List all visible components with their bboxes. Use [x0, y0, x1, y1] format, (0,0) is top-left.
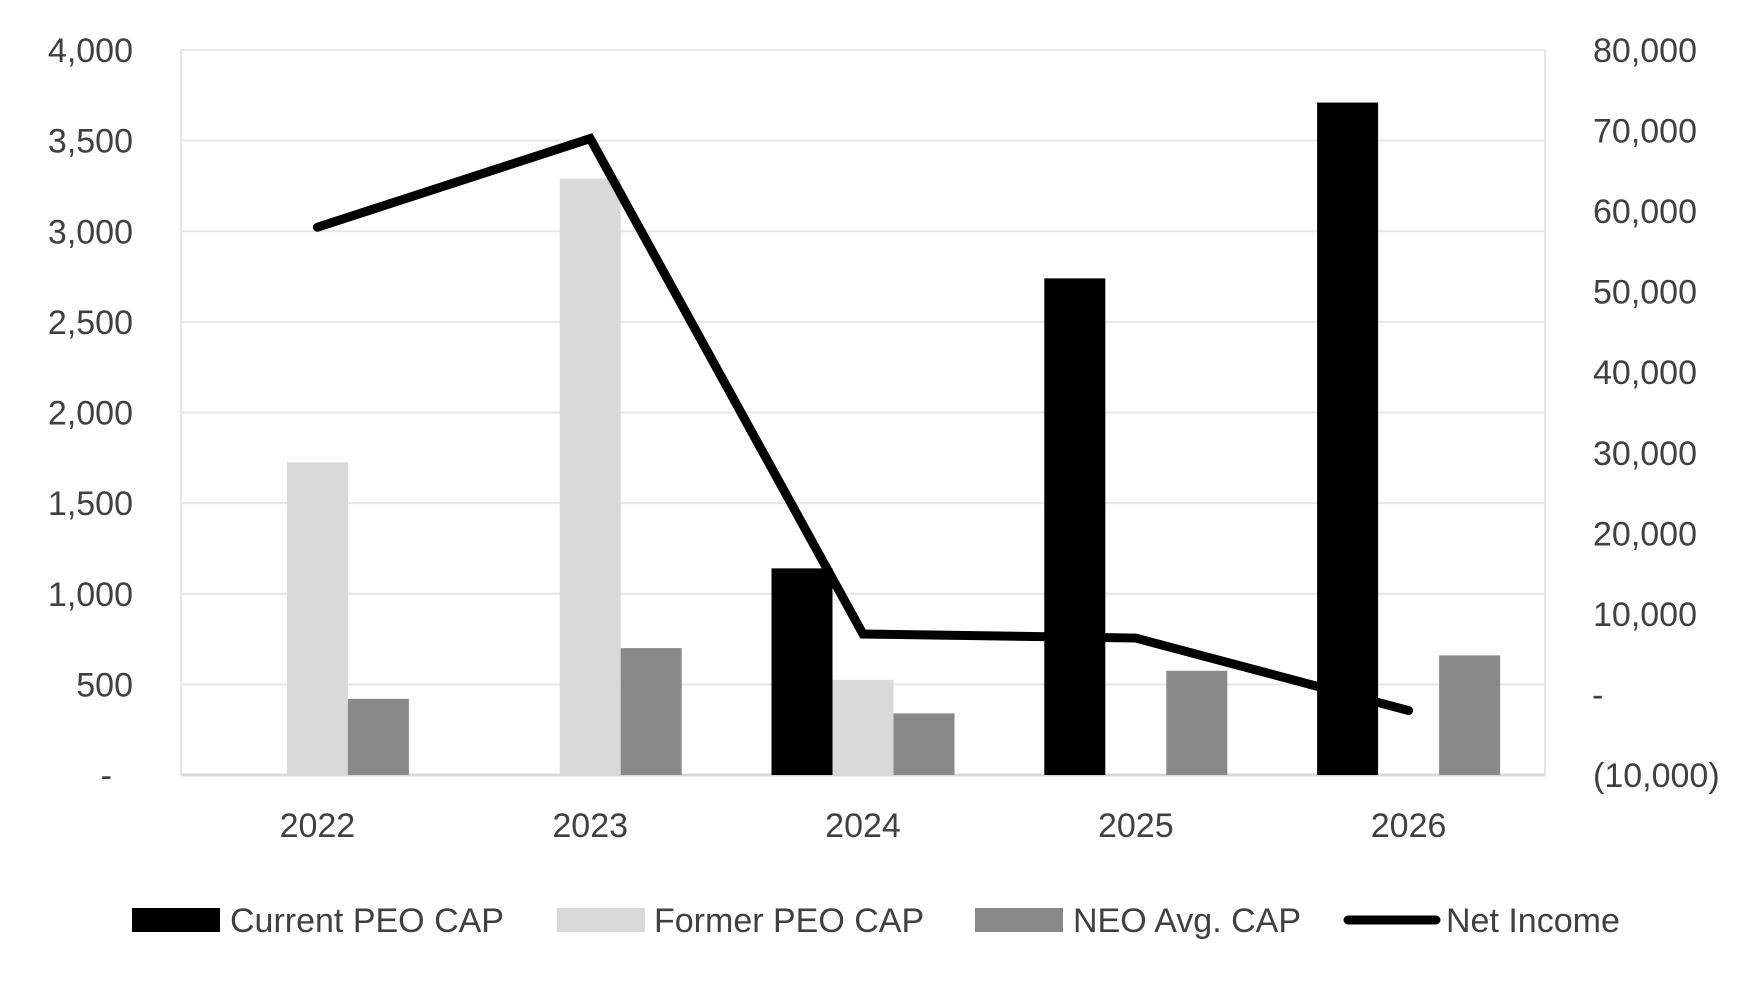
right-tick-label: 10,000 — [1593, 596, 1697, 634]
bar-series-group — [286, 102, 1501, 775]
x-tick-label-2024: 2024 — [825, 807, 901, 845]
right-tick-label: 30,000 — [1593, 435, 1697, 473]
bar-former-peo-cap-2022 — [286, 462, 348, 775]
bar-current-peo-cap-2024 — [771, 568, 833, 775]
point-net-income-2024 — [862, 633, 864, 636]
left-tick-label: 3,500 — [48, 123, 133, 161]
right-tick-label: 70,000 — [1593, 113, 1697, 151]
left-axis: - 500 1,000 1,500 2,000 2,500 3,000 3,500 4,000 — [48, 32, 133, 795]
legend-label-former-peo-cap: Former PEO CAP — [654, 902, 924, 940]
right-tick-label: 80,000 — [1593, 32, 1697, 70]
right-tick-label: - — [1592, 676, 1603, 714]
left-tick-label: 3,000 — [48, 213, 133, 251]
line-series-group — [312, 133, 1414, 716]
left-tick-label: 1,000 — [48, 576, 133, 614]
legend: Current PEO CAP Former PEO CAP NEO Avg. CA… — [132, 902, 1620, 940]
right-tick-label: 20,000 — [1593, 515, 1697, 553]
left-tick-label: 1,500 — [48, 485, 133, 523]
point-net-income-2026 — [1407, 709, 1410, 712]
bar-neo-avg-cap-2026 — [1439, 655, 1501, 775]
bar-neo-avg-cap-2023 — [620, 648, 682, 775]
x-tick-label-2022: 2022 — [280, 807, 356, 845]
bar-former-peo-cap-2024 — [832, 679, 894, 775]
x-axis: 2022 2023 2024 2025 2026 — [280, 807, 1447, 845]
left-tick-label: 2,500 — [48, 304, 133, 342]
point-net-income-2023 — [589, 137, 592, 140]
left-tick-label: 500 — [76, 666, 133, 704]
left-tick-label: - — [101, 757, 112, 795]
left-tick-label: 2,000 — [48, 395, 133, 433]
legend-swatch-neo-avg-cap — [975, 908, 1063, 932]
bar-current-peo-cap-2026 — [1317, 102, 1379, 775]
right-tick-label: 60,000 — [1593, 193, 1697, 231]
bar-current-peo-cap-2025 — [1044, 278, 1106, 775]
point-net-income-2025 — [1134, 637, 1137, 640]
legend-label-neo-avg-cap: NEO Avg. CAP — [1073, 902, 1301, 940]
right-tick-label: 40,000 — [1593, 354, 1697, 392]
bar-neo-avg-cap-2022 — [347, 698, 409, 775]
x-tick-label-2026: 2026 — [1371, 807, 1447, 845]
legend-label-current-peo-cap: Current PEO CAP — [230, 902, 504, 940]
series-line-net-income — [312, 133, 1414, 716]
point-net-income-2022 — [316, 226, 319, 229]
bar-neo-avg-cap-2024 — [893, 713, 955, 775]
x-tick-label-2025: 2025 — [1098, 807, 1174, 845]
legend-swatch-current-peo-cap — [132, 908, 220, 932]
bar-former-peo-cap-2023 — [559, 178, 621, 775]
legend-swatch-former-peo-cap — [557, 908, 645, 932]
legend-label-net-income: Net Income — [1446, 902, 1620, 940]
right-tick-label: 50,000 — [1593, 274, 1697, 312]
right-axis: (10,000) - 10,000 20,000 30,000 40,000 50,000 6… — [1592, 32, 1720, 795]
bar-neo-avg-cap-2025 — [1166, 670, 1228, 775]
left-tick-label: 4,000 — [48, 32, 133, 70]
right-tick-label: (10,000) — [1593, 757, 1720, 795]
x-tick-label-2023: 2023 — [552, 807, 628, 845]
